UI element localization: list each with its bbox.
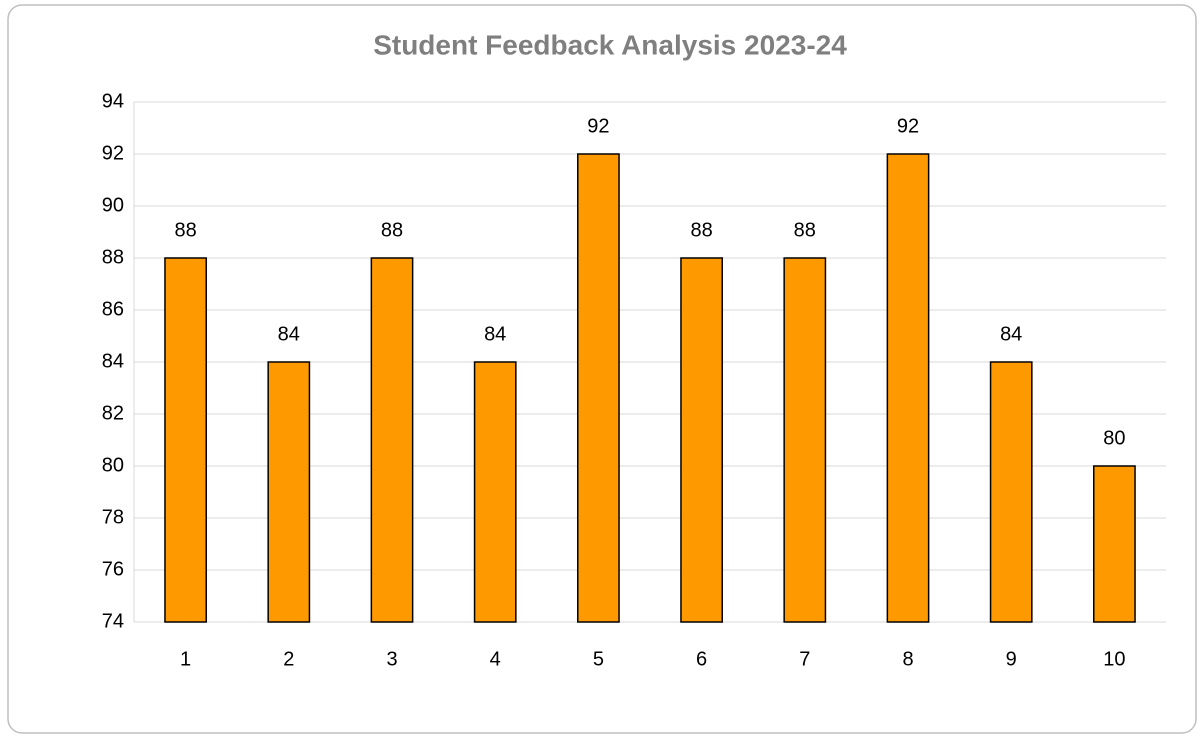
data-label: 92 (897, 115, 919, 137)
data-label: 92 (587, 115, 609, 137)
x-tick-label: 9 (1006, 648, 1017, 670)
data-label: 84 (278, 323, 300, 345)
y-tick-label: 86 (102, 298, 124, 320)
x-tick-label: 6 (696, 648, 707, 670)
bar (370, 257, 414, 623)
y-tick-label: 90 (102, 194, 124, 216)
bar (886, 153, 930, 623)
y-tick-label: 74 (102, 610, 124, 632)
y-tick-label: 84 (102, 350, 124, 372)
x-tick-label: 1 (180, 648, 191, 670)
y-tick-label: 76 (102, 558, 124, 580)
x-tick-label: 4 (490, 648, 501, 670)
y-tick-label: 82 (102, 402, 124, 424)
y-tick-label: 92 (102, 142, 124, 164)
bar (989, 361, 1033, 623)
chart-title: Student Feedback Analysis 2023-24 (373, 29, 847, 60)
bar (164, 257, 207, 623)
x-tick-label: 10 (1103, 648, 1125, 670)
x-tick-label: 2 (283, 648, 294, 670)
x-tick-label: 7 (799, 648, 810, 670)
data-label: 84 (484, 323, 506, 345)
x-tick-label: 8 (902, 648, 913, 670)
x-tick-label: 5 (593, 648, 604, 670)
data-label: 88 (381, 219, 403, 241)
y-tick-label: 94 (102, 90, 124, 112)
y-tick-label: 80 (102, 454, 124, 476)
data-label: 80 (1103, 427, 1125, 449)
bar (1093, 465, 1136, 623)
data-label: 84 (1000, 323, 1022, 345)
data-label: 88 (690, 219, 712, 241)
bar (680, 257, 723, 623)
bar (473, 361, 517, 623)
data-label: 88 (174, 219, 196, 241)
bar (577, 153, 620, 623)
bar (267, 361, 311, 623)
bar (783, 257, 827, 623)
data-label: 88 (794, 219, 816, 241)
y-tick-label: 88 (102, 246, 124, 268)
x-tick-label: 3 (386, 648, 397, 670)
y-tick-label: 78 (102, 506, 124, 528)
